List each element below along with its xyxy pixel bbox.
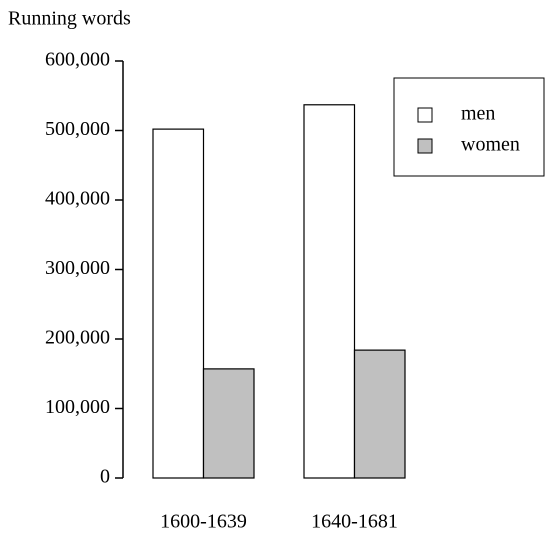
bar	[152, 128, 205, 479]
x-tick-label: 1640-1681	[311, 511, 398, 533]
legend-label: men	[461, 103, 495, 125]
y-tick-label: 600,000	[45, 49, 110, 71]
x-tick-label: 1600-1639	[160, 511, 247, 533]
bar	[202, 368, 255, 479]
legend-box	[393, 77, 545, 177]
y-tick-label: 0	[100, 466, 110, 488]
legend-swatch	[417, 107, 433, 123]
y-tick-label: 400,000	[45, 188, 110, 210]
y-tick-label: 100,000	[45, 396, 110, 418]
bar	[303, 104, 356, 479]
bar	[353, 349, 406, 479]
y-tick-label: 200,000	[45, 327, 110, 349]
legend-swatch	[417, 138, 433, 154]
y-tick-label: 300,000	[45, 257, 110, 279]
y-tick-label: 500,000	[45, 118, 110, 140]
legend-label: women	[461, 134, 520, 156]
y-axis-label: Running words	[8, 8, 131, 30]
